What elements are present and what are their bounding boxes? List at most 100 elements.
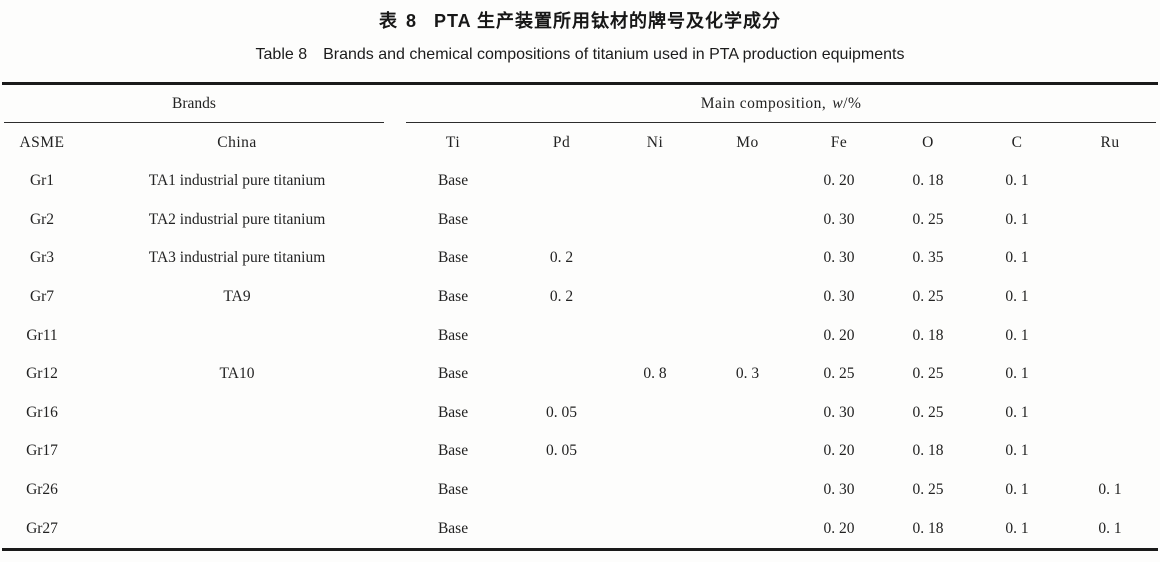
cell-ru — [1062, 239, 1158, 278]
cell-asme: Gr17 — [26, 442, 58, 460]
table-caption-chinese: 表 8 PTA 生产装置所用钛材的牌号及化学成分 — [0, 7, 1160, 33]
cell-asme: Gr1 — [29, 172, 55, 190]
composition-table: Brands Main composition, w/% ASME China T… — [2, 82, 1159, 551]
cell-fe: 0. 20 — [823, 172, 855, 190]
cell-pd — [514, 316, 609, 355]
cell-asme: Gr12 — [26, 365, 58, 383]
column-header-o: O — [922, 133, 934, 151]
brands-group-label: Brands — [172, 95, 216, 112]
cell-asme: Gr27 — [26, 519, 58, 537]
cell-asme: Gr16 — [26, 403, 58, 421]
cell-ru — [1062, 394, 1158, 433]
cell-fe: 0. 20 — [823, 326, 855, 344]
cell-o: 0. 25 — [912, 288, 944, 306]
cell-ru — [1062, 162, 1158, 201]
cell-o: 0. 18 — [912, 326, 944, 344]
cell-china: TA1 industrial pure titanium — [148, 172, 326, 190]
table-row: Gr16 Base 0. 05 0. 30 0. 25 0. 1 — [2, 394, 1158, 433]
cell-asme: Gr26 — [26, 481, 58, 499]
cell-ti: Base — [437, 442, 469, 460]
group-header-row: Brands Main composition, w/% — [2, 84, 1158, 123]
cell-ni — [609, 432, 701, 471]
cell-fe: 0. 20 — [823, 519, 855, 537]
cell-mo — [701, 201, 794, 240]
cell-c: 0. 1 — [1005, 481, 1029, 499]
column-header-c: C — [1011, 133, 1023, 151]
cell-pd: 0. 05 — [546, 442, 578, 460]
cell-mo — [701, 278, 794, 317]
column-header-fe: Fe — [830, 133, 848, 151]
cell-ni — [609, 201, 701, 240]
cell-c: 0. 1 — [1005, 519, 1029, 537]
table-row: Gr26 Base 0. 30 0. 25 0. 1 0. 1 — [2, 471, 1158, 510]
table-caption-en-text: Brands and chemical compositions of tita… — [323, 46, 905, 63]
cell-china — [82, 432, 392, 471]
cell-pd: 0. 2 — [549, 249, 574, 267]
cell-mo — [701, 316, 794, 355]
cell-ni — [609, 394, 701, 433]
cell-ti: Base — [437, 365, 469, 383]
cell-ti: Base — [437, 288, 469, 306]
cell-mo — [701, 471, 794, 510]
table-caption-english: Table 8 Brands and chemical compositions … — [0, 46, 1160, 64]
cell-o: 0. 35 — [912, 249, 944, 267]
table-row: Gr11 Base 0. 20 0. 18 0. 1 — [2, 316, 1158, 355]
cell-c: 0. 1 — [1005, 172, 1029, 190]
table-row: Gr27 Base 0. 20 0. 18 0. 1 0. 1 — [2, 509, 1158, 549]
column-header-pd: Pd — [552, 133, 571, 151]
cell-fe: 0. 20 — [823, 442, 855, 460]
cell-china: TA10 — [219, 365, 255, 383]
cell-ni — [609, 509, 701, 549]
cell-ti: Base — [437, 519, 469, 537]
table-row: Gr1 TA1 industrial pure titanium Base 0. 20… — [2, 162, 1158, 201]
cell-pd — [514, 509, 609, 549]
cell-ru — [1062, 432, 1158, 471]
cell-ti: Base — [437, 210, 469, 228]
table-row: Gr3 TA3 industrial pure titanium Base 0. 2 0… — [2, 239, 1158, 278]
table-number-zh: 表 8 — [378, 11, 418, 31]
cell-fe: 0. 25 — [823, 365, 855, 383]
cell-fe: 0. 30 — [823, 481, 855, 499]
table-body: Gr1 TA1 industrial pure titanium Base 0. 20… — [2, 162, 1158, 549]
cell-mo — [701, 509, 794, 549]
composition-unit: /% — [843, 95, 862, 112]
composition-group-label: Main composition, — [700, 95, 827, 112]
cell-pd — [514, 201, 609, 240]
cell-mo — [701, 432, 794, 471]
cell-ni — [609, 316, 701, 355]
column-header-ti: Ti — [445, 133, 461, 151]
cell-asme: Gr7 — [29, 288, 55, 306]
cell-fe: 0. 30 — [823, 288, 855, 306]
cell-asme: Gr11 — [26, 326, 58, 344]
cell-ru — [1062, 316, 1158, 355]
table-row: Gr12 TA10 Base 0. 8 0. 3 0. 25 0. 25 0. 1 — [2, 355, 1158, 394]
cell-c: 0. 1 — [1005, 326, 1029, 344]
cell-ru — [1062, 355, 1158, 394]
cell-c: 0. 1 — [1005, 442, 1029, 460]
table-number-en: Table 8 — [255, 46, 308, 63]
cell-c: 0. 1 — [1005, 288, 1029, 306]
cell-asme: Gr2 — [29, 210, 55, 228]
column-header-ni: Ni — [646, 133, 664, 151]
column-header-asme: ASME — [19, 133, 65, 151]
cell-china: TA9 — [223, 288, 251, 306]
column-header-china: China — [217, 133, 257, 151]
cell-fe: 0. 30 — [823, 403, 855, 421]
cell-fe: 0. 30 — [823, 249, 855, 267]
cell-c: 0. 1 — [1005, 210, 1029, 228]
cell-ni: 0. 8 — [643, 365, 667, 383]
cell-mo — [701, 394, 794, 433]
cell-pd — [514, 471, 609, 510]
cell-fe: 0. 30 — [823, 210, 855, 228]
cell-ru — [1062, 201, 1158, 240]
column-header-mo: Mo — [736, 133, 759, 151]
cell-c: 0. 1 — [1005, 365, 1029, 383]
cell-c: 0. 1 — [1005, 249, 1029, 267]
cell-pd: 0. 2 — [549, 288, 574, 306]
cell-ni — [609, 278, 701, 317]
table-row: Gr7 TA9 Base 0. 2 0. 30 0. 25 0. 1 — [2, 278, 1158, 317]
cell-ti: Base — [437, 403, 469, 421]
group-header-composition: Main composition, w/% — [392, 84, 1158, 123]
cell-pd — [514, 355, 609, 394]
